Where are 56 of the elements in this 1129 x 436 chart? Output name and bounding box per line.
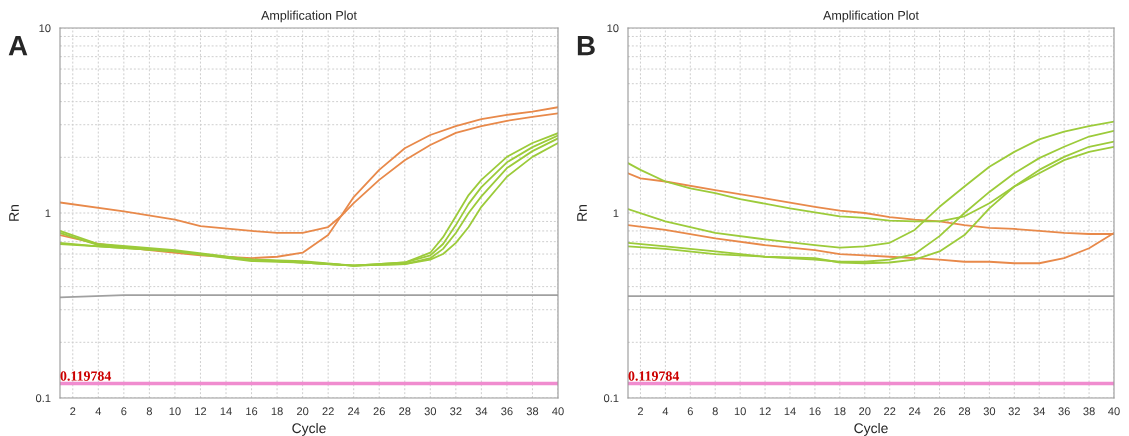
x-tick-label: 26	[373, 407, 385, 416]
x-tick-label: 6	[687, 407, 693, 416]
y-tick-label: 10	[39, 24, 51, 33]
x-tick-label: 18	[834, 407, 846, 416]
x-tick-label: 24	[348, 407, 360, 416]
x-tick-label: 24	[909, 407, 921, 416]
x-tick-label: 18	[271, 407, 283, 416]
x-tick-label: 34	[1033, 407, 1046, 416]
y-tick-label: 1	[45, 209, 51, 218]
x-tick-label: 10	[734, 407, 746, 416]
x-tick-label: 12	[759, 407, 771, 416]
x-tick-label: 16	[809, 407, 821, 416]
x-tick-label: 8	[146, 407, 152, 416]
x-tick-label: 30	[983, 407, 996, 416]
x-tick-label: 32	[450, 407, 462, 416]
x-tick-label: 30	[424, 407, 437, 416]
ref-line-label: 0.119784	[628, 371, 680, 381]
x-tick-label: 2	[70, 407, 76, 416]
text: B	[577, 36, 595, 56]
x-tick-label: 20	[859, 407, 871, 416]
y-tick-label: 0.1	[603, 394, 619, 403]
y-axis-title: Rn	[577, 205, 587, 221]
x-axis-title: Cycle	[854, 422, 888, 436]
x-tick-label: 28	[399, 407, 411, 416]
x-tick-label: 38	[526, 407, 539, 416]
x-tick-label: 16	[246, 407, 258, 416]
y-tick-label: 0.1	[35, 394, 51, 403]
x-tick-label: 20	[297, 407, 309, 416]
x-axis-title: Cycle	[292, 422, 326, 436]
y-tick-label: 10	[607, 24, 619, 33]
x-tick-label: 6	[121, 407, 127, 416]
y-tick-label: 1	[613, 209, 619, 218]
x-tick-label: 36	[1058, 407, 1070, 416]
x-tick-label: 22	[322, 407, 334, 416]
x-tick-label: 4	[662, 407, 669, 416]
x-tick-label: 12	[195, 407, 207, 416]
x-tick-label: 22	[884, 407, 896, 416]
x-tick-label: 38	[1083, 407, 1095, 416]
x-tick-label: 26	[933, 407, 946, 416]
text: A	[8, 36, 28, 56]
x-tick-label: 40	[552, 407, 564, 416]
x-tick-label: 40	[1108, 407, 1120, 416]
x-tick-label: 14	[220, 407, 232, 416]
ref-line-label: 0.119784	[60, 371, 112, 381]
x-tick-label: 14	[784, 407, 796, 416]
x-tick-label: 32	[1008, 407, 1020, 416]
x-tick-label: 28	[958, 407, 971, 416]
x-tick-label: 2	[637, 407, 643, 416]
x-tick-label: 34	[475, 407, 488, 416]
x-tick-label: 36	[501, 407, 513, 416]
y-axis-title: Rn	[9, 205, 19, 221]
chart-title: Amplification Plot	[823, 10, 919, 23]
x-tick-label: 10	[169, 407, 181, 416]
x-tick-label: 8	[712, 407, 718, 416]
x-tick-label: 4	[95, 407, 102, 416]
chart-title: Amplification Plot	[261, 10, 357, 23]
